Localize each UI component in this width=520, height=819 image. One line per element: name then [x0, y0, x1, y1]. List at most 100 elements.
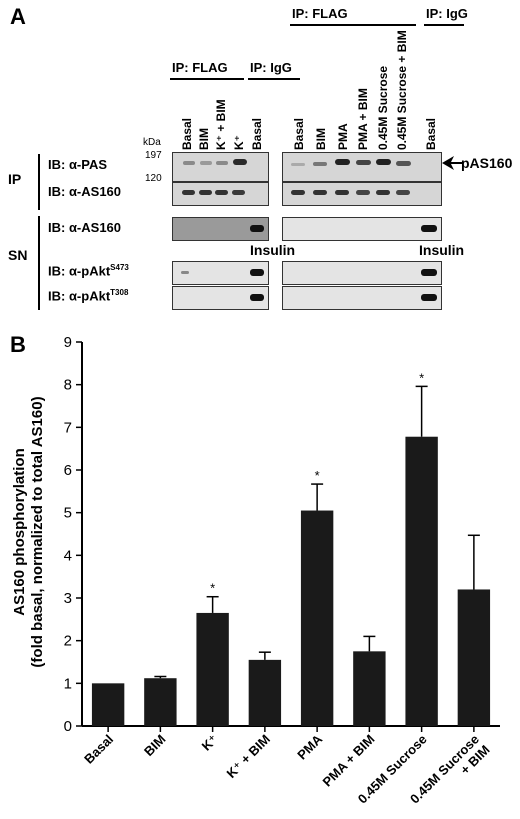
- row-label-as160-sn: IB: α-AS160: [48, 220, 122, 235]
- group-label-ip: IP: [8, 171, 22, 187]
- band: [200, 161, 212, 165]
- lane-label-left-bim: BIM: [197, 128, 211, 150]
- x-tick-label: K⁺ + BIM: [224, 732, 273, 781]
- y-tick-label: 5: [64, 505, 72, 522]
- ip-flag-header-right: IP: FLAG: [292, 6, 348, 21]
- kda-197: 197: [145, 150, 162, 161]
- row-label-pakt308: IB: α-pAktT308: [48, 288, 128, 303]
- ip-igg-right-underline: [424, 24, 464, 26]
- lane-label-right-bim: BIM: [314, 128, 328, 150]
- band: [356, 160, 371, 165]
- kda-120: 120: [145, 173, 162, 184]
- x-tick-label: PMA: [294, 731, 325, 762]
- bar: [300, 510, 334, 726]
- bar: [405, 436, 438, 726]
- band: [421, 269, 437, 276]
- blot-left-as160-sn: [172, 217, 269, 241]
- y-tick-label: 8: [64, 377, 72, 394]
- blot-right-pakt308: [282, 286, 442, 310]
- blot-left-pakt308: [172, 286, 269, 310]
- lane-label-left-igg-basal: Basal: [250, 117, 264, 150]
- band: [291, 163, 305, 166]
- bar: [144, 678, 177, 726]
- x-tick-label: Basal: [81, 732, 116, 767]
- band: [182, 190, 195, 195]
- lane-label-right-sucrose: 0.45M Sucrose: [376, 65, 390, 150]
- panel-b-letter: B: [10, 332, 26, 357]
- arrow-icon: [442, 156, 462, 170]
- band: [216, 161, 228, 165]
- insulin-label-right: Insulin: [419, 242, 465, 258]
- row-label-pakt308-text: IB: α-pAkt: [48, 288, 111, 304]
- insulin-label-left: Insulin: [250, 242, 296, 258]
- band: [183, 161, 195, 165]
- ip-igg-left-underline: [248, 78, 300, 80]
- band: [335, 159, 350, 165]
- band: [250, 269, 264, 276]
- row-label-pas: IB: α-PAS: [48, 157, 108, 172]
- band: [421, 294, 437, 301]
- lane-label-right-pma: PMA: [336, 123, 350, 150]
- significance-marker: *: [210, 581, 215, 596]
- ip-bracket: [38, 154, 40, 210]
- x-tick-label: BIM: [141, 732, 168, 759]
- ip-flag-left-underline: [170, 78, 244, 80]
- y-axis-title-line1: AS160 phosphorylation: [11, 448, 28, 616]
- band: [356, 190, 370, 195]
- panel-a-letter: A: [10, 4, 26, 29]
- band: [232, 190, 245, 195]
- row-label-pakt473: IB: α-pAktS473: [48, 263, 129, 278]
- y-tick-label: 7: [64, 419, 72, 436]
- ip-flag-right-underline: [290, 24, 416, 26]
- kda-label: kDa: [143, 137, 161, 148]
- blot-right-pas: [282, 152, 442, 182]
- band: [199, 190, 212, 195]
- pas160-arrow-label: pAS160: [461, 155, 513, 171]
- band: [291, 190, 305, 195]
- lane-label-right-igg-basal: Basal: [424, 117, 438, 150]
- band: [376, 190, 390, 195]
- band: [181, 271, 189, 274]
- ip-igg-header-right: IP: IgG: [426, 6, 468, 21]
- band: [335, 190, 349, 195]
- blot-left-pakt473: [172, 261, 269, 285]
- y-tick-label: 9: [64, 334, 72, 351]
- significance-marker: *: [419, 370, 424, 385]
- band: [421, 225, 437, 232]
- lane-label-left-k-bim: K⁺ + BIM: [214, 99, 228, 150]
- ip-igg-header-left: IP: IgG: [250, 60, 292, 75]
- y-tick-label: 2: [64, 633, 72, 650]
- row-label-pakt473-text: IB: α-pAkt: [48, 263, 111, 279]
- ip-flag-header-left: IP: FLAG: [172, 60, 228, 75]
- bar: [91, 683, 125, 726]
- blot-left-as160-ip: [172, 182, 269, 206]
- band: [215, 190, 228, 195]
- sn-bracket: [38, 216, 40, 310]
- band: [250, 225, 264, 232]
- y-tick-label: 6: [64, 462, 72, 479]
- bar: [248, 659, 282, 726]
- lane-label-left-k: K⁺: [232, 135, 246, 150]
- y-tick-label: 4: [64, 547, 72, 564]
- blot-left-pas: [172, 152, 269, 182]
- y-tick-label: 3: [64, 590, 72, 607]
- phosphorylation-bar-chart: AS160 phosphorylation (fold basal, norma…: [11, 334, 500, 807]
- band: [313, 162, 327, 166]
- band: [233, 159, 247, 165]
- bar: [196, 612, 229, 726]
- blot-right-as160-ip: [282, 182, 442, 206]
- blot-right-pakt473: [282, 261, 442, 285]
- band: [376, 159, 391, 165]
- row-label-pakt473-sup: S473: [110, 263, 129, 272]
- bar: [353, 651, 386, 726]
- bar: [457, 589, 491, 726]
- lane-label-right-sucrose-bim: 0.45M Sucrose + BIM: [395, 30, 409, 150]
- significance-marker: *: [315, 468, 320, 483]
- band: [396, 190, 410, 195]
- x-tick-label: K⁺: [199, 732, 221, 754]
- band: [313, 190, 327, 195]
- y-axis-title-line2: (fold basal, normalized to total AS160): [29, 396, 46, 667]
- y-tick-label: 1: [64, 675, 72, 692]
- band: [396, 161, 411, 166]
- group-label-sn: SN: [8, 247, 28, 263]
